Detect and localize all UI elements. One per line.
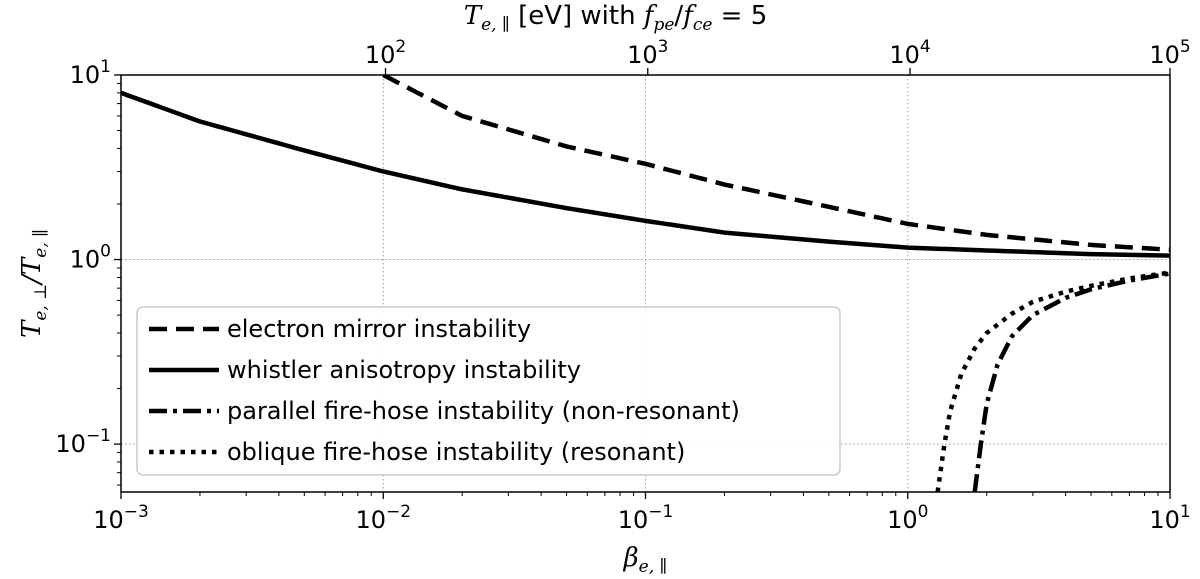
- legend: electron mirror instability whistler anis…: [136, 306, 841, 476]
- tick-base: 10: [627, 41, 658, 69]
- tick-base: 10: [1149, 506, 1180, 534]
- x-axis-subscript: e, ∥: [639, 557, 668, 577]
- top-axis-ratio-slash: /: [674, 1, 683, 31]
- x-axis-symbol: β: [623, 543, 639, 573]
- tick-exponent: 0: [100, 242, 111, 262]
- legend-label-2: parallel fire-hose instability (non-reso…: [227, 397, 740, 425]
- top-axis-unit: [eV] with: [510, 1, 644, 31]
- tick-exponent: 3: [658, 37, 669, 57]
- top-axis-label: Te, ∥ [eV] with fpe/fce = 5: [464, 1, 768, 35]
- top-axis-symbol: T: [464, 1, 483, 31]
- y-axis-num: T: [17, 319, 47, 338]
- y-axis-den: T: [17, 256, 47, 275]
- legend-box: [136, 306, 841, 476]
- tick-base: 10: [93, 506, 124, 534]
- series-line-3: [935, 270, 1170, 492]
- tick-base: 10: [618, 506, 649, 534]
- top-axis-subscript: e, ∥: [481, 15, 510, 35]
- tick-exponent: 5: [1180, 37, 1191, 57]
- tick-exponent: −1: [648, 502, 673, 522]
- tick-base: 10: [70, 246, 101, 274]
- tick-exponent: 2: [395, 37, 406, 57]
- legend-label-3: oblique fire-hose instability (resonant): [227, 438, 685, 466]
- top-tick-label: 105: [1149, 37, 1190, 69]
- x-tick-label: 10−1: [618, 502, 674, 534]
- y-tick-label: 10−1: [55, 426, 111, 458]
- x-tick-label: 10−3: [93, 502, 149, 534]
- tick-exponent: 1: [1180, 502, 1191, 522]
- tick-exponent: −3: [124, 502, 149, 522]
- legend-label-0: electron mirror instability: [227, 315, 531, 343]
- tick-base: 10: [889, 41, 920, 69]
- y-axis-label: Te, ⊥/Te, ∥: [17, 229, 51, 338]
- series-line-0: [382, 75, 1170, 252]
- x-tick-label: 100: [887, 502, 928, 534]
- top-axis-ratio-num-sub: pe: [653, 15, 674, 35]
- legend-label-1: whistler anisotropy instability: [227, 356, 581, 384]
- top-axis-ratio-den-sub: ce: [693, 15, 713, 35]
- tick-exponent: 1: [100, 57, 111, 77]
- tick-base: 10: [1149, 41, 1180, 69]
- tick-base: 10: [365, 41, 396, 69]
- tick-base: 10: [70, 61, 101, 89]
- x-axis-label: βe, ∥: [623, 543, 668, 577]
- top-tick-label: 102: [365, 37, 406, 69]
- top-axis-equals: = 5: [712, 1, 767, 31]
- tick-base: 10: [355, 506, 386, 534]
- x-tick-label: 10−2: [355, 502, 411, 534]
- y-axis-den-sub: e, ∥: [31, 229, 51, 258]
- series-group: [121, 75, 1170, 492]
- tick-base: 10: [887, 506, 918, 534]
- y-axis-slash: /: [17, 273, 47, 287]
- y-axis-num-sub: e, ⊥: [31, 284, 51, 321]
- tick-exponent: 4: [920, 37, 931, 57]
- y-tick-label: 101: [70, 57, 111, 89]
- top-tick-label: 103: [627, 37, 668, 69]
- axis-ticks: [114, 68, 1171, 499]
- y-tick-label: 100: [70, 242, 111, 274]
- series-line-1: [121, 90, 1170, 258]
- x-tick-label: 101: [1149, 502, 1190, 534]
- top-tick-label: 104: [889, 37, 930, 69]
- tick-base: 10: [55, 430, 86, 458]
- tick-exponent: −2: [386, 502, 411, 522]
- series-line-2: [972, 271, 1170, 492]
- tick-exponent: 0: [918, 502, 929, 522]
- tick-exponent: −1: [86, 426, 111, 446]
